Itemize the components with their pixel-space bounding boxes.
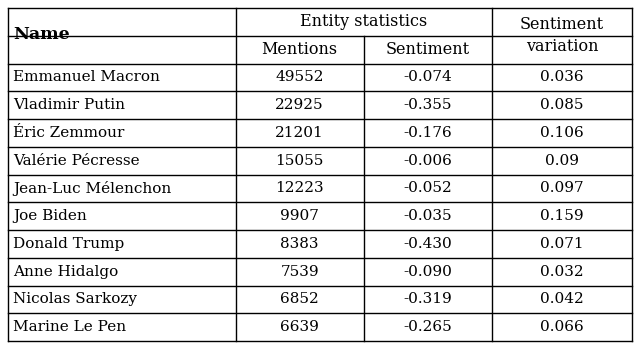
Text: Éric Zemmour: Éric Zemmour bbox=[13, 126, 124, 140]
Text: -0.074: -0.074 bbox=[403, 70, 452, 84]
Text: -0.006: -0.006 bbox=[403, 154, 452, 168]
Text: -0.265: -0.265 bbox=[403, 320, 452, 334]
Text: 7539: 7539 bbox=[280, 265, 319, 279]
Text: Sentiment: Sentiment bbox=[385, 41, 470, 58]
Text: Vladimir Putin: Vladimir Putin bbox=[13, 98, 125, 112]
Text: -0.035: -0.035 bbox=[403, 209, 452, 223]
Text: Anne Hidalgo: Anne Hidalgo bbox=[13, 265, 118, 279]
Text: -0.355: -0.355 bbox=[403, 98, 452, 112]
Text: 0.09: 0.09 bbox=[545, 154, 579, 168]
Text: 0.159: 0.159 bbox=[540, 209, 584, 223]
Text: 15055: 15055 bbox=[276, 154, 324, 168]
Text: Name: Name bbox=[13, 26, 70, 43]
Text: 0.032: 0.032 bbox=[540, 265, 584, 279]
Text: Donald Trump: Donald Trump bbox=[13, 237, 124, 251]
Text: Joe Biden: Joe Biden bbox=[13, 209, 87, 223]
Text: -0.052: -0.052 bbox=[403, 181, 452, 195]
Text: 21201: 21201 bbox=[275, 126, 324, 140]
Text: Sentiment
variation: Sentiment variation bbox=[520, 16, 604, 55]
Text: Valérie Pécresse: Valérie Pécresse bbox=[13, 154, 140, 168]
Text: Mentions: Mentions bbox=[262, 41, 338, 58]
Text: 22925: 22925 bbox=[275, 98, 324, 112]
Text: 6639: 6639 bbox=[280, 320, 319, 334]
Text: Emmanuel Macron: Emmanuel Macron bbox=[13, 70, 160, 84]
Text: -0.090: -0.090 bbox=[403, 265, 452, 279]
Text: Marine Le Pen: Marine Le Pen bbox=[13, 320, 126, 334]
Text: Entity statistics: Entity statistics bbox=[300, 13, 428, 30]
Text: 9907: 9907 bbox=[280, 209, 319, 223]
Text: Jean-Luc Mélenchon: Jean-Luc Mélenchon bbox=[13, 181, 172, 196]
Text: -0.176: -0.176 bbox=[403, 126, 452, 140]
Text: 0.085: 0.085 bbox=[540, 98, 584, 112]
Text: 0.106: 0.106 bbox=[540, 126, 584, 140]
Text: -0.430: -0.430 bbox=[403, 237, 452, 251]
Text: 0.097: 0.097 bbox=[540, 181, 584, 195]
Text: 12223: 12223 bbox=[275, 181, 324, 195]
Text: 49552: 49552 bbox=[275, 70, 324, 84]
Text: 0.066: 0.066 bbox=[540, 320, 584, 334]
Text: -0.319: -0.319 bbox=[403, 292, 452, 306]
Text: 6852: 6852 bbox=[280, 292, 319, 306]
Text: 8383: 8383 bbox=[280, 237, 319, 251]
Text: 0.042: 0.042 bbox=[540, 292, 584, 306]
Text: 0.036: 0.036 bbox=[540, 70, 584, 84]
Text: Nicolas Sarkozy: Nicolas Sarkozy bbox=[13, 292, 137, 306]
Text: 0.071: 0.071 bbox=[540, 237, 584, 251]
